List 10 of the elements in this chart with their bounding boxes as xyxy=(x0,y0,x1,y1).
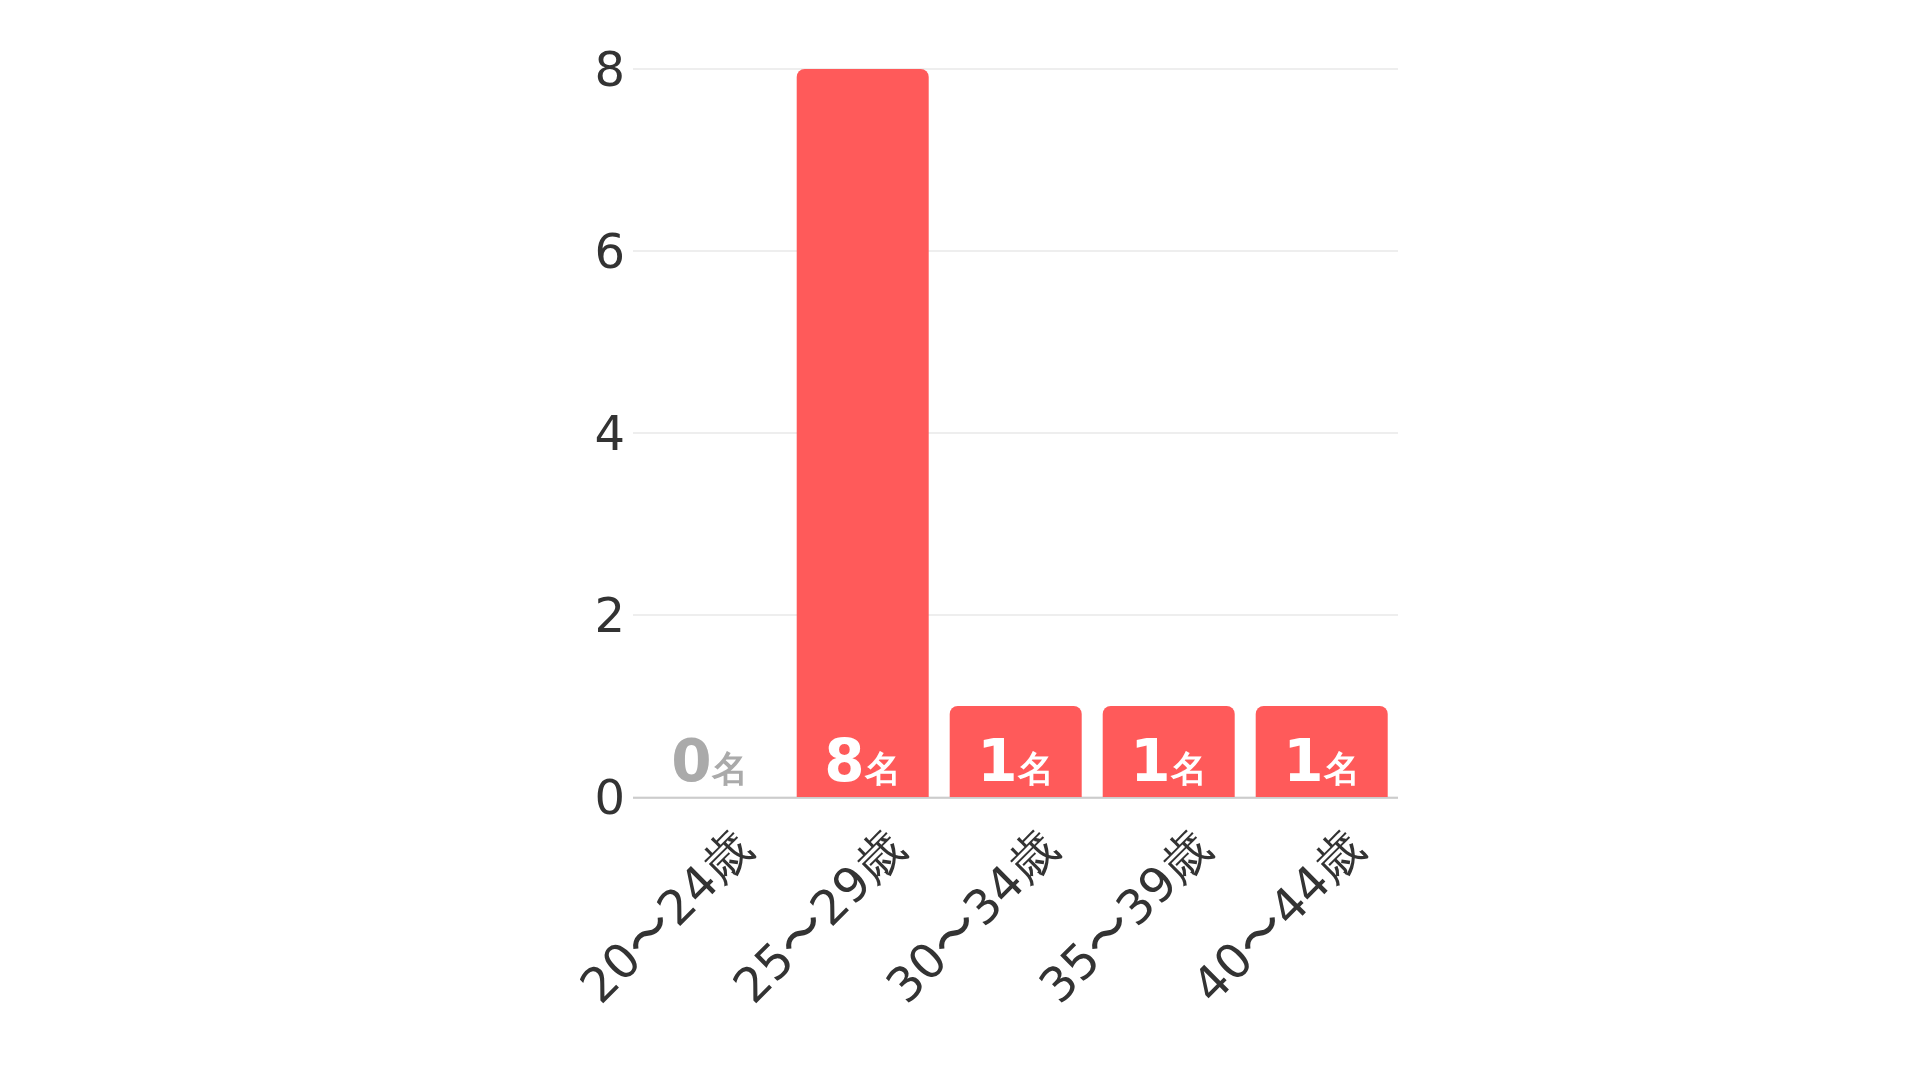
data-label: 8名 xyxy=(824,727,901,795)
y-tick-label: 4 xyxy=(594,405,625,462)
data-label: 1名 xyxy=(1130,727,1207,795)
data-label: 1名 xyxy=(977,727,1054,795)
y-tick-label: 0 xyxy=(594,769,625,826)
y-tick-label: 8 xyxy=(594,41,625,98)
data-label: 1名 xyxy=(1283,727,1360,795)
data-label: 0名 xyxy=(671,727,748,795)
y-tick-label: 2 xyxy=(594,587,625,644)
y-tick-label: 6 xyxy=(594,223,625,280)
